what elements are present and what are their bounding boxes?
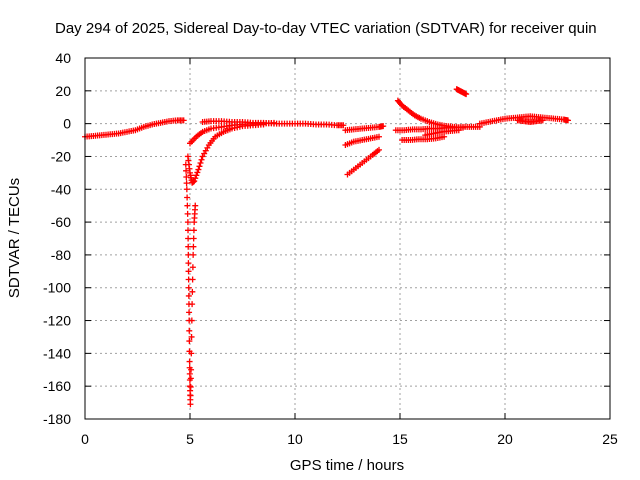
data-point xyxy=(183,167,190,174)
data-point xyxy=(441,133,448,140)
data-point xyxy=(187,384,194,391)
x-axis-ticks: 0 5 10 15 20 25 xyxy=(81,58,618,447)
data-point xyxy=(565,117,571,124)
data-points xyxy=(82,86,571,408)
data-point xyxy=(185,243,192,250)
y-tick-label: -60 xyxy=(51,214,71,230)
x-tick-label: 0 xyxy=(81,431,89,447)
data-point xyxy=(183,186,190,193)
data-point xyxy=(183,173,190,180)
data-point xyxy=(186,358,193,365)
data-point xyxy=(340,122,347,129)
y-tick-label: -160 xyxy=(43,378,71,394)
data-point xyxy=(380,123,387,130)
data-point xyxy=(184,219,191,226)
data-point xyxy=(194,169,201,176)
data-point xyxy=(376,146,382,153)
y-tick-label: -180 xyxy=(43,411,71,427)
data-point xyxy=(189,264,196,271)
data-point xyxy=(184,202,191,209)
x-axis-title: GPS time / hours xyxy=(290,457,404,474)
data-point xyxy=(195,166,202,173)
y-tick-label: -40 xyxy=(51,181,71,197)
data-point xyxy=(189,301,196,308)
data-point xyxy=(186,309,193,316)
y-axis-title: SDTVAR / TECUs xyxy=(6,178,23,298)
data-point xyxy=(190,251,197,258)
data-point xyxy=(189,276,196,283)
y-axis-ticks: -180 -160 -140 -120 -100 -80 -60 -40 -20 0 20 40 xyxy=(43,50,610,427)
data-point xyxy=(187,375,194,382)
data-point xyxy=(192,175,199,182)
x-tick-label: 5 xyxy=(186,431,194,447)
x-tick-label: 15 xyxy=(392,431,408,447)
data-point xyxy=(180,117,187,124)
data-point xyxy=(188,333,195,340)
data-point xyxy=(190,227,197,234)
data-point xyxy=(185,227,192,234)
y-tick-label: -140 xyxy=(43,345,71,361)
data-point xyxy=(198,156,205,163)
data-point xyxy=(189,288,196,295)
x-tick-label: 20 xyxy=(497,431,513,447)
data-point xyxy=(191,178,198,185)
data-point xyxy=(197,160,204,167)
x-tick-label: 10 xyxy=(287,431,303,447)
data-point xyxy=(193,172,200,179)
data-point xyxy=(185,268,192,275)
data-point xyxy=(186,327,193,334)
data-point xyxy=(187,392,194,399)
data-point xyxy=(184,194,191,201)
data-point xyxy=(196,163,203,170)
data-point xyxy=(183,180,190,187)
data-point xyxy=(190,235,197,242)
y-tick-label: 20 xyxy=(55,83,71,99)
y-tick-label: -80 xyxy=(51,247,71,263)
data-point xyxy=(185,235,192,242)
chart-title: Day 294 of 2025, Sidereal Day-to-day VTE… xyxy=(55,20,597,37)
data-point xyxy=(186,370,193,377)
data-point xyxy=(376,133,382,140)
x-tick-label: 25 xyxy=(602,431,618,447)
data-point xyxy=(187,401,194,408)
y-tick-label: 40 xyxy=(55,50,71,66)
data-point xyxy=(184,210,191,217)
data-point xyxy=(186,338,193,345)
y-tick-label: -120 xyxy=(43,313,71,329)
y-tick-label: 0 xyxy=(63,116,71,132)
data-point xyxy=(455,127,462,134)
plot-frame xyxy=(84,57,611,420)
data-point xyxy=(185,284,192,291)
y-tick-label: -100 xyxy=(43,280,71,296)
data-point xyxy=(185,260,192,267)
data-point xyxy=(188,317,195,324)
data-point xyxy=(190,243,197,250)
data-point xyxy=(463,91,470,98)
data-point xyxy=(539,117,546,124)
y-tick-label: -20 xyxy=(51,148,71,164)
data-point xyxy=(188,350,195,357)
data-point xyxy=(185,292,192,299)
data-point xyxy=(192,202,199,209)
data-point xyxy=(188,366,195,373)
grid-lines xyxy=(85,58,610,419)
